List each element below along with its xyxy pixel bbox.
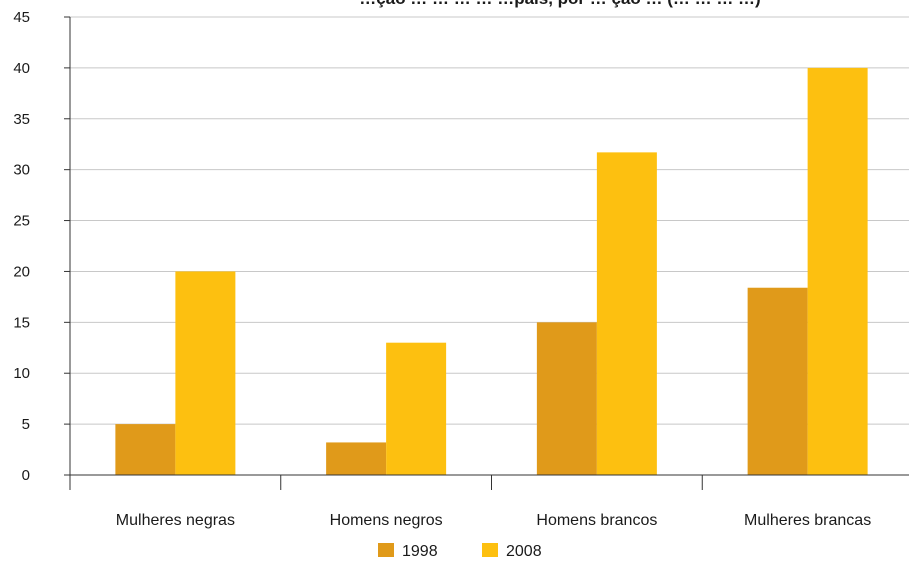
bar-2008-1 [386,342,447,475]
bar-1998-1 [326,442,387,475]
y-tick-label: 35 [13,111,30,128]
legend-label-1998: 1998 [402,543,438,560]
y-tick-label: 45 [13,9,30,26]
y-axis: 0 5 10 15 20 25 30 35 40 45 [13,9,71,490]
x-tick-label: Homens negros [330,512,443,529]
bar-1998-0 [115,424,176,475]
legend-swatch-1998 [378,543,394,557]
legend: 1998 2008 [378,543,542,560]
legend-label-2008: 2008 [506,543,542,560]
legend-swatch-2008 [482,543,498,557]
x-tick-label: Mulheres negras [116,512,235,529]
y-tick-label: 5 [22,416,30,433]
x-tick-label: Mulheres brancas [744,512,871,529]
bar-2008-2 [596,152,657,475]
y-tick-label: 10 [13,365,30,382]
chart-title: …ção … … … … …pais, por … ção … (… … … …… [359,0,760,8]
bar-1998-2 [536,322,597,475]
y-tick-label: 0 [22,467,30,484]
bar-2008-3 [807,67,868,475]
bars [115,67,868,475]
x-tick-label: Homens brancos [536,512,657,529]
y-tick-label: 30 [13,162,30,179]
y-tick-label: 25 [13,213,30,230]
y-tick-label: 15 [13,314,30,331]
bar-2008-0 [175,271,236,475]
x-axis: Mulheres negras Homens negros Homens branc… [70,474,909,529]
bar-1998-3 [747,287,808,475]
y-tick-label: 40 [13,60,30,77]
y-tick-label: 20 [13,263,30,280]
